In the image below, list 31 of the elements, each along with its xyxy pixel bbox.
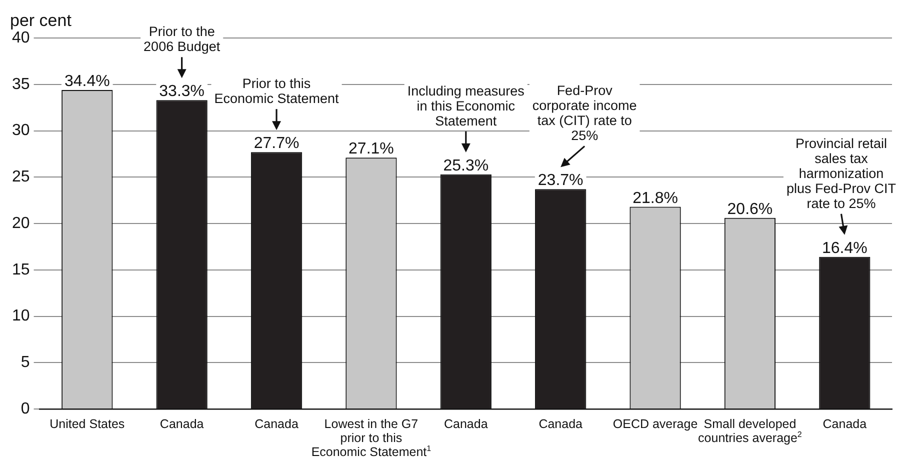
x-tick-label: OECD average xyxy=(612,417,698,431)
data-label: 21.8% xyxy=(632,190,678,207)
data-label: 16.4% xyxy=(822,240,868,257)
data-label: 27.1% xyxy=(348,140,394,158)
x-tick-label: Canada xyxy=(254,417,298,431)
data-label: 23.7% xyxy=(538,172,584,190)
x-tick-label: Canada xyxy=(160,417,204,431)
y-tick-label: 10 xyxy=(12,308,30,325)
x-tick-label: Canada xyxy=(822,417,867,431)
y-tick-label: 20 xyxy=(12,214,30,232)
y-tick-label: 30 xyxy=(12,122,30,140)
y-tick-label: 0 xyxy=(20,400,30,418)
annotation: Fed-Prov corporate income tax (CIT) rate to 25% xyxy=(532,83,637,144)
x-tick-label: Canada xyxy=(538,417,583,431)
y-tick-label: 35 xyxy=(12,76,30,93)
y-axis-title: per cent xyxy=(10,11,72,30)
annotation: Provincial retail sales tax harmonization plus Fed-Prov CIT rate to 25% xyxy=(786,136,896,211)
y-tick-label: 25 xyxy=(12,168,30,186)
data-label: 33.3% xyxy=(159,83,205,100)
annotation: Including measures in this Economic Statement xyxy=(407,83,525,128)
annotation: Prior to this Economic Statement xyxy=(214,76,340,106)
annotation: Prior to the 2006 Budget xyxy=(144,24,220,54)
data-label: 34.4% xyxy=(64,72,110,90)
x-tick-label: Canada xyxy=(444,417,488,431)
y-tick-label: 15 xyxy=(12,261,30,278)
x-tick-label: United States xyxy=(50,417,125,431)
data-label: 20.6% xyxy=(727,200,773,218)
data-label: 25.3% xyxy=(443,157,489,174)
y-tick-label: 5 xyxy=(20,354,30,372)
data-label: 27.7% xyxy=(254,135,300,152)
y-tick-label: 40 xyxy=(12,29,30,46)
